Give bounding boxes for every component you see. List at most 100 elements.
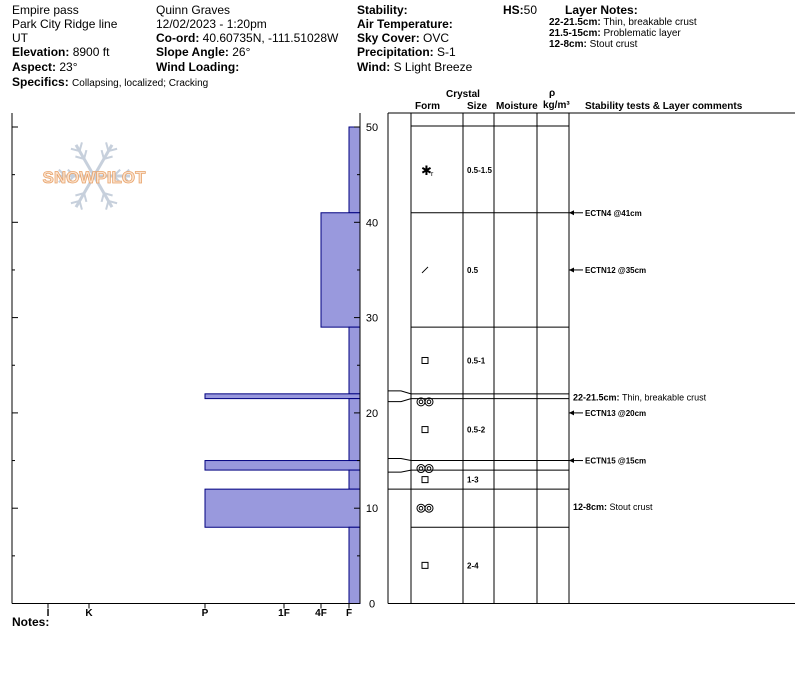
decomposing-fragments-icon [421,266,429,274]
precip-row: Precipitation: S-1 [357,45,456,59]
coord-row: Co-ord: 40.60735N, -111.51028W [156,31,338,45]
arrow-head-icon [569,458,574,464]
crystal-size-value: 0.5-1.5 [467,166,492,175]
layer-note-range: 21.5-15cm: [549,28,601,39]
crystal-size-value: 0.5-2 [467,426,486,435]
arrow-head-icon [569,210,574,216]
wind-row: Wind: S Light Breeze [357,60,472,74]
observer: Quinn Graves [156,3,231,17]
specifics-label: Specifics: [12,75,69,89]
rimed-precip-icon: ✱ [421,164,432,179]
wind-value: S Light Breeze [393,60,473,74]
y-tick-label: 0 [369,599,375,611]
wind-loading-label: Wind Loading: [156,60,240,74]
y-tick-label: 10 [366,503,378,515]
elevation-row: Elevation: 8900 ft [12,45,109,59]
layer-connector [388,458,412,462]
x-tick-label: F [346,608,352,619]
hardness-bar [348,326,361,395]
specifics-value: Collapsing, localized; Cracking [72,78,209,89]
faceted-crystal-icon [421,356,429,364]
stability-test-label: ECTN15 @15cm [585,457,646,466]
notes-label: Notes: [12,615,50,629]
col-form: Form [415,101,440,112]
layer-note: 22-21.5cm: Thin, breakable crust [549,17,697,28]
col-crystal: Crystal [446,89,480,100]
arrow-head-icon [569,410,574,416]
layer-comment: 22-21.5cm: Thin, breakable crust [573,393,707,403]
slope-label: Slope Angle: [156,45,229,59]
x-tick-label: 1F [278,608,290,619]
layer-comment: 12-8cm: Stout crust [573,502,653,512]
state: UT [12,31,28,45]
hardness-bar [204,393,361,400]
precip-value: S-1 [437,45,456,59]
snowpilot-watermark-icon [58,142,130,210]
precip-label: Precipitation: [357,45,434,59]
x-tick-label: 4F [315,608,327,619]
wind-loading-row: Wind Loading: [156,60,239,74]
hardness-bar [348,526,361,605]
crystal-size-value: 0.5-1 [467,356,486,365]
location: Empire pass [12,3,79,17]
hardness-bar [204,460,361,471]
y-tick-label: 50 [366,122,378,134]
x-tick-label: K [85,608,93,619]
crystal-size-value: 2-4 [467,561,479,570]
melt-freeze-crust-icon [416,503,434,513]
aspect-value: 23° [59,60,78,74]
sky-label: Sky Cover: [357,31,420,45]
x-tick-label: I [47,608,50,619]
y-tick-label: 40 [366,217,378,229]
route: Park City Ridge line [12,17,118,31]
melt-freeze-crust-icon [416,464,434,474]
layer-connector [388,469,412,473]
coord-label: Co-ord: [156,31,200,45]
elevation-label: Elevation: [12,45,70,59]
specifics-row: Specifics: Collapsing, localized; Cracki… [12,75,208,91]
rimed-precip-subscript: r [431,171,434,178]
stability-test-label: ECTN4 @41cm [585,209,642,218]
stability-label: Stability: [357,3,408,17]
layer-note: 12-8cm: Stout crust [549,39,637,50]
elevation-value: 8900 ft [72,45,110,59]
stability-test-label: ECTN13 @20cm [585,409,646,418]
wind-label: Wind: [357,60,391,74]
faceted-crystal-icon [421,426,429,434]
hardness-bar [348,469,361,490]
y-tick-label: 30 [366,313,378,325]
y-tick-label: 20 [366,408,378,420]
col-moisture: Moisture [496,101,538,112]
faceted-crystal-icon [421,561,429,569]
arrow-head-icon [569,267,574,273]
hardness-bar [348,398,361,462]
hs-label: HS: [503,3,524,17]
melt-freeze-crust-icon [416,397,434,407]
stability-row: Stability: [357,3,408,17]
sky-value: OVC [423,31,450,45]
coord-value: 40.60735N, -111.51028W [202,31,339,45]
stability-test-label: ECTN12 @35cm [585,266,646,275]
col-comments: Stability tests & Layer comments [585,101,743,112]
col-density: kg/m³ [543,100,570,111]
layer-note-text: Thin, breakable crust [603,17,697,28]
slope-row: Slope Angle: 26° [156,45,250,59]
layer-note-range: 12-8cm: [549,39,587,50]
aspect-label: Aspect: [12,60,57,74]
layer-note: 21.5-15cm: Problematic layer [549,28,681,39]
layer-connector [388,390,412,395]
watermark-text: SNOWPILOT [43,168,147,187]
hardness-bar [320,212,361,328]
air-temp-label: Air Temperature: [357,17,453,31]
x-tick-label: P [202,608,209,619]
aspect-row: Aspect: 23° [12,60,78,74]
layer-note-range: 22-21.5cm: [549,17,601,28]
crystal-size-value: 1-3 [467,476,479,485]
hardness-bar [348,126,361,214]
layer-notes-title: Layer Notes: [565,3,638,17]
datetime: 12/02/2023 - 1:20pm [156,17,267,31]
layer-note-text: Stout crust [589,39,638,50]
air-temp-row: Air Temperature: [357,17,453,31]
slope-value: 26° [232,45,251,59]
